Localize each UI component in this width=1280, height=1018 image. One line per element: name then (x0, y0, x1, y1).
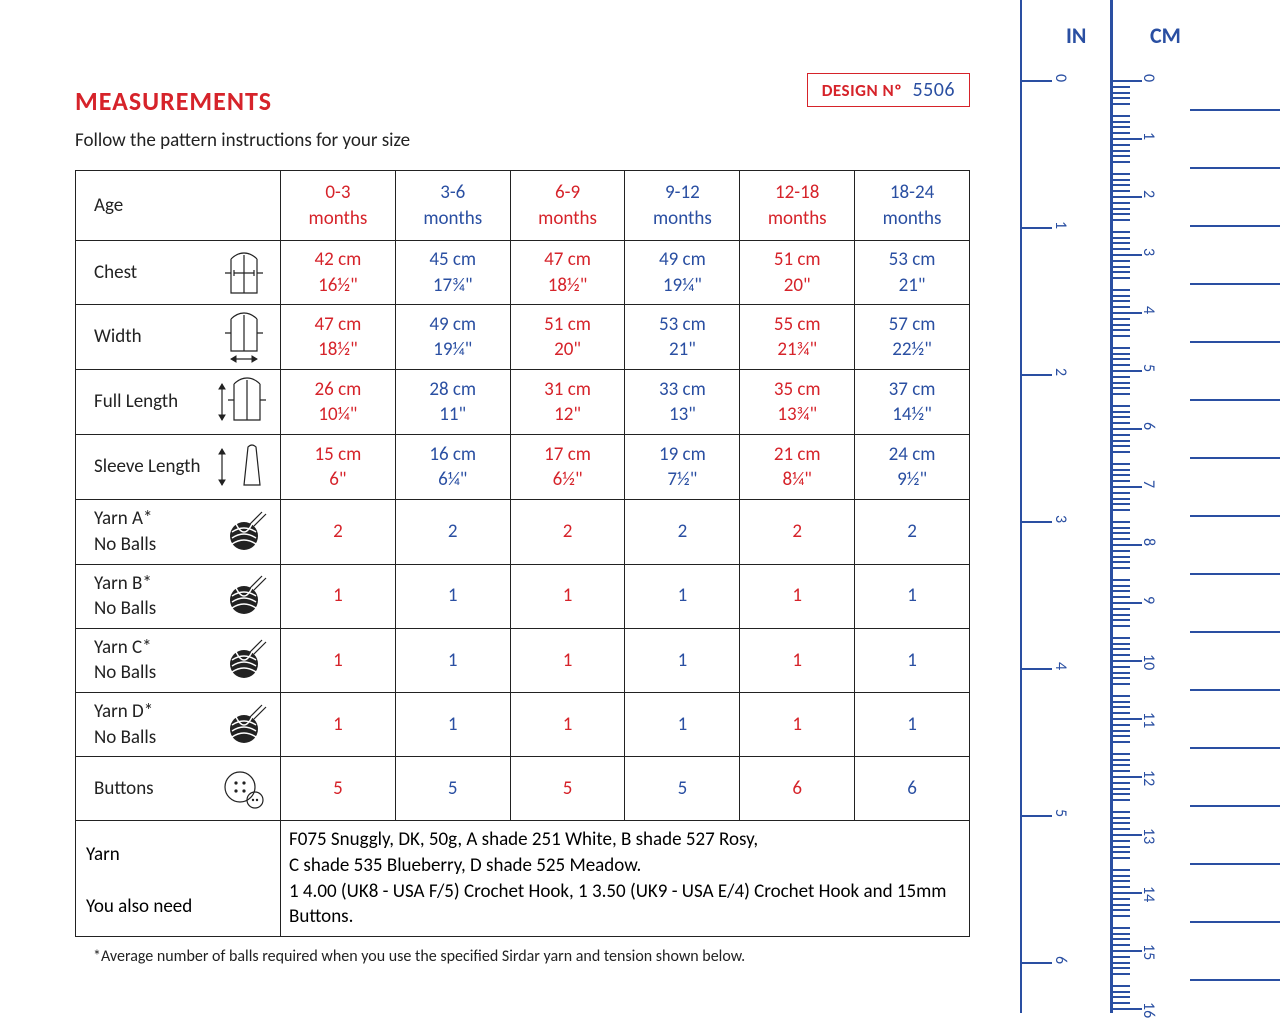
yarn-icon (216, 574, 272, 618)
table-cell: 1 (395, 693, 510, 757)
ruler-divider (1110, 0, 1113, 1013)
yarn-icon (216, 703, 272, 747)
notes-text: F075 Snuggly, DK, 50g, A shade 251 White… (281, 821, 970, 937)
table-cell: 5 (395, 757, 510, 821)
chest-icon (216, 249, 272, 297)
table-cell: 37 cm14½" (855, 370, 970, 435)
design-label: DESIGN Nº (822, 80, 902, 101)
length-icon (216, 376, 272, 428)
table-cell: 53 cm21" (625, 305, 740, 370)
row-label: Yarn D*No Balls (84, 699, 272, 750)
table-cell: 2 (855, 500, 970, 564)
table-cell: 17 cm6½" (510, 435, 625, 500)
page-content: DESIGN Nº 5506 MEASUREMENTS Follow the p… (0, 0, 1000, 966)
table-cell: 5 (625, 757, 740, 821)
yarn-icon (216, 510, 272, 554)
design-number-value: 5506 (912, 78, 955, 102)
column-header: 0-3months (281, 171, 396, 241)
table-cell: 1 (281, 628, 396, 692)
row-label: Buttons (84, 767, 272, 811)
ruler-cm-label: CM (1150, 22, 1181, 49)
table-cell: 2 (395, 500, 510, 564)
table-cell: 1 (740, 628, 855, 692)
table-cell: 5 (281, 757, 396, 821)
table-cell: 1 (395, 628, 510, 692)
table-cell: 1 (510, 693, 625, 757)
table-cell: 1 (625, 693, 740, 757)
buttons-icon (216, 767, 272, 811)
table-cell: 1 (510, 564, 625, 628)
table-cell: 33 cm13" (625, 370, 740, 435)
column-header: 9-12months (625, 171, 740, 241)
table-cell: 2 (510, 500, 625, 564)
table-cell: 47 cm18½" (510, 241, 625, 305)
column-header: 12-18months (740, 171, 855, 241)
table-cell: 2 (281, 500, 396, 564)
table-cell: 42 cm16½" (281, 241, 396, 305)
table-cell: 19 cm7½" (625, 435, 740, 500)
table-cell: 53 cm21" (855, 241, 970, 305)
row-label: Full Length (84, 376, 272, 428)
table-cell: 31 cm12" (510, 370, 625, 435)
table-cell: 21 cm8¼" (740, 435, 855, 500)
table-cell: 2 (625, 500, 740, 564)
table-cell: 49 cm19¼" (625, 241, 740, 305)
table-cell: 1 (625, 628, 740, 692)
table-cell: 1 (281, 693, 396, 757)
row-label: Chest (84, 249, 272, 297)
page-subtitle: Follow the pattern instructions for your… (75, 129, 1000, 152)
table-cell: 51 cm20" (510, 305, 625, 370)
sleeve-icon (216, 441, 272, 493)
column-header: 18-24months (855, 171, 970, 241)
table-cell: 5 (510, 757, 625, 821)
row-label: Width (84, 311, 272, 363)
table-cell: 35 cm13¾" (740, 370, 855, 435)
table-cell: 57 cm22½" (855, 305, 970, 370)
width-icon (216, 311, 272, 363)
row-label: Yarn A*No Balls (84, 506, 272, 557)
table-cell: 1 (510, 628, 625, 692)
table-cell: 6 (740, 757, 855, 821)
table-cell: 45 cm17¾" (395, 241, 510, 305)
table-cell: 1 (855, 564, 970, 628)
yarn-icon (216, 638, 272, 682)
row-label: Sleeve Length (84, 441, 272, 493)
table-cell: 1 (281, 564, 396, 628)
table-cell: 24 cm9½" (855, 435, 970, 500)
table-cell: 1 (395, 564, 510, 628)
table-cell: 16 cm6¼" (395, 435, 510, 500)
column-header: 3-6months (395, 171, 510, 241)
ruler-in-label: IN (1066, 22, 1086, 49)
table-cell: 55 cm21¾" (740, 305, 855, 370)
table-cell: 28 cm11" (395, 370, 510, 435)
table-cell: 1 (740, 564, 855, 628)
footnote-text: *Average number of balls required when y… (93, 947, 1000, 966)
table-cell: 49 cm19¼" (395, 305, 510, 370)
row-label: Yarn B*No Balls (84, 571, 272, 622)
table-cell: 26 cm10¼" (281, 370, 396, 435)
column-header: 6-9months (510, 171, 625, 241)
table-cell: 1 (625, 564, 740, 628)
table-cell: 2 (740, 500, 855, 564)
table-cell: 51 cm20" (740, 241, 855, 305)
notes-labels: YarnYou also need (76, 821, 281, 937)
row-label-age: Age (84, 193, 272, 219)
measurements-table: Age 0-3months3-6months6-9months9-12months… (75, 170, 970, 937)
table-cell: 47 cm18½" (281, 305, 396, 370)
table-cell: 1 (855, 628, 970, 692)
table-cell: 15 cm6" (281, 435, 396, 500)
table-cell: 6 (855, 757, 970, 821)
table-cell: 1 (855, 693, 970, 757)
design-number-box: DESIGN Nº 5506 (807, 73, 970, 107)
table-cell: 1 (740, 693, 855, 757)
row-label: Yarn C*No Balls (84, 635, 272, 686)
ruler: IN CM 0123456012345678910111213141516 (1020, 0, 1280, 1013)
